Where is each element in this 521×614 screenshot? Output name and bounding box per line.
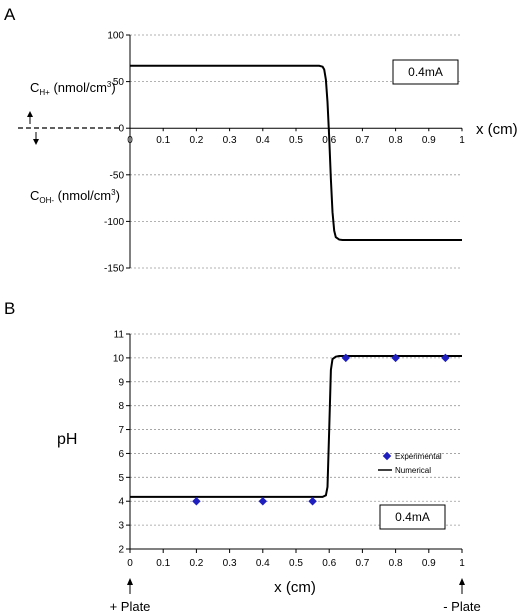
plus-plate-label: + Plate <box>110 599 151 614</box>
panel-b-numerical-curve <box>130 355 462 498</box>
legend-experimental-label: Experimental <box>395 452 442 461</box>
panel-a-y-tick-label: 50 <box>113 77 125 88</box>
panel-b-annotation-text: 0.4mA <box>395 510 430 524</box>
panel-a-x-tick-label: 0.5 <box>289 135 303 146</box>
panel-a-boundary-marker <box>18 111 121 145</box>
experimental-data-point <box>341 353 351 363</box>
panel-b-y-ticks: 2 3 4 5 6 7 8 9 10 11 <box>113 330 130 556</box>
panel-b-y-tick-label: 6 <box>118 449 124 460</box>
panel-b-y-tick-label: 9 <box>118 377 124 388</box>
panel-b-annotation-box <box>379 504 446 530</box>
panel-a-y-ticks: 100 50 0 -50 -100 -150 <box>104 31 130 275</box>
down-arrow-icon <box>33 139 39 145</box>
panel-b-x-tick-label: 0.1 <box>156 558 170 569</box>
panel-a-x-tick-label: 0.4 <box>256 135 270 146</box>
panel-b-x-tick-label: 0.5 <box>289 558 303 569</box>
experimental-data-point <box>308 496 317 506</box>
panel-a-annotation-text: 0.4mA <box>408 65 443 79</box>
panel-b-y-tick-label: 11 <box>114 330 125 341</box>
panel-b-y-tick-label: 10 <box>113 353 125 364</box>
panel-b-x-tick-label: 0.3 <box>223 558 237 569</box>
panel-a-concentration-curve <box>130 64 462 241</box>
panel-b-x-tick-label: 0.6 <box>322 558 336 569</box>
panel-a-x-ticks: 00.10.20.30.40.50.60.70.80.91 <box>127 128 465 146</box>
minus-plate-arrow-icon <box>459 578 465 585</box>
panel-b-y-tick-label: 4 <box>118 497 124 508</box>
panel-a-y-tick-label: 100 <box>107 31 124 42</box>
up-arrow-icon <box>27 111 33 117</box>
plate-markers: + Plate - Plate <box>110 578 481 614</box>
legend-experimental-marker <box>382 451 392 461</box>
panel-b-x-tick-label: 0.2 <box>189 558 203 569</box>
panel-a-y-tick-label: -150 <box>104 264 124 275</box>
panel-a-x-axis-title: x (cm) <box>476 121 518 138</box>
panel-b-x-tick-label: 0.4 <box>256 558 270 569</box>
panel-b-y-tick-label: 8 <box>118 401 124 412</box>
panel-a-annotation-box <box>392 59 459 85</box>
panel-b-y-tick-label: 3 <box>118 521 124 532</box>
panel-b-x-axis-title: x (cm) <box>274 579 316 596</box>
panel-a-y-tick-label: -50 <box>110 170 125 181</box>
panel-b-x-tick-label: 1 <box>459 558 465 569</box>
panel-b-x-tick-label: 0.8 <box>389 558 403 569</box>
panel-b-experimental-points <box>192 353 450 506</box>
experimental-data-point <box>258 496 268 506</box>
experimental-data-point <box>441 353 450 363</box>
panel-b-x-tick-label: 0.7 <box>355 558 369 569</box>
experimental-data-point <box>391 353 400 363</box>
panel-a-x-tick-label: 0.9 <box>422 135 436 146</box>
panel-a-upper-ylabel: CH+ (nmol/cm3) <box>30 80 116 97</box>
panel-b-x-tick-label: 0.9 <box>422 558 436 569</box>
panel-a-lower-ylabel: COH- (nmol/cm3) <box>30 188 120 205</box>
experimental-data-point <box>192 496 201 506</box>
legend-numerical-label: Numerical <box>395 466 431 475</box>
plus-plate-arrow-icon <box>127 578 133 585</box>
panel-b-y-tick-label: 7 <box>118 425 124 436</box>
panel-b-y-axis-title: pH <box>57 431 77 448</box>
panel-b: B 2 3 4 5 6 7 8 9 10 11 0 0.1 0.2 0.3 0.4 0.5 0.6 0.7 0.8… <box>4 299 481 614</box>
panel-b-letter: B <box>4 299 15 318</box>
panel-a-letter: A <box>4 5 16 24</box>
panel-a-y-tick-label: -100 <box>104 217 124 228</box>
panel-a-y-tick-label: 0 <box>118 124 124 135</box>
panel-a-x-tick-label: 0.7 <box>355 135 369 146</box>
panel-a-x-tick-label: 0.2 <box>189 135 203 146</box>
panel-b-x-tick-label: 0 <box>127 558 133 569</box>
panel-a-x-tick-label: 0.3 <box>223 135 237 146</box>
panel-b-y-tick-label: 5 <box>118 473 124 484</box>
panel-a-x-tick-label: 1 <box>459 135 465 146</box>
minus-plate-label: - Plate <box>443 599 481 614</box>
panel-a-x-tick-label: 0.1 <box>156 135 170 146</box>
panel-b-legend: Experimental Numerical <box>378 451 442 475</box>
panel-b-y-tick-label: 2 <box>118 545 124 556</box>
panel-a-x-tick-label: 0.8 <box>389 135 403 146</box>
panel-b-x-ticks: 0 0.1 0.2 0.3 0.4 0.5 0.6 0.7 0.8 0.9 1 <box>127 549 465 569</box>
